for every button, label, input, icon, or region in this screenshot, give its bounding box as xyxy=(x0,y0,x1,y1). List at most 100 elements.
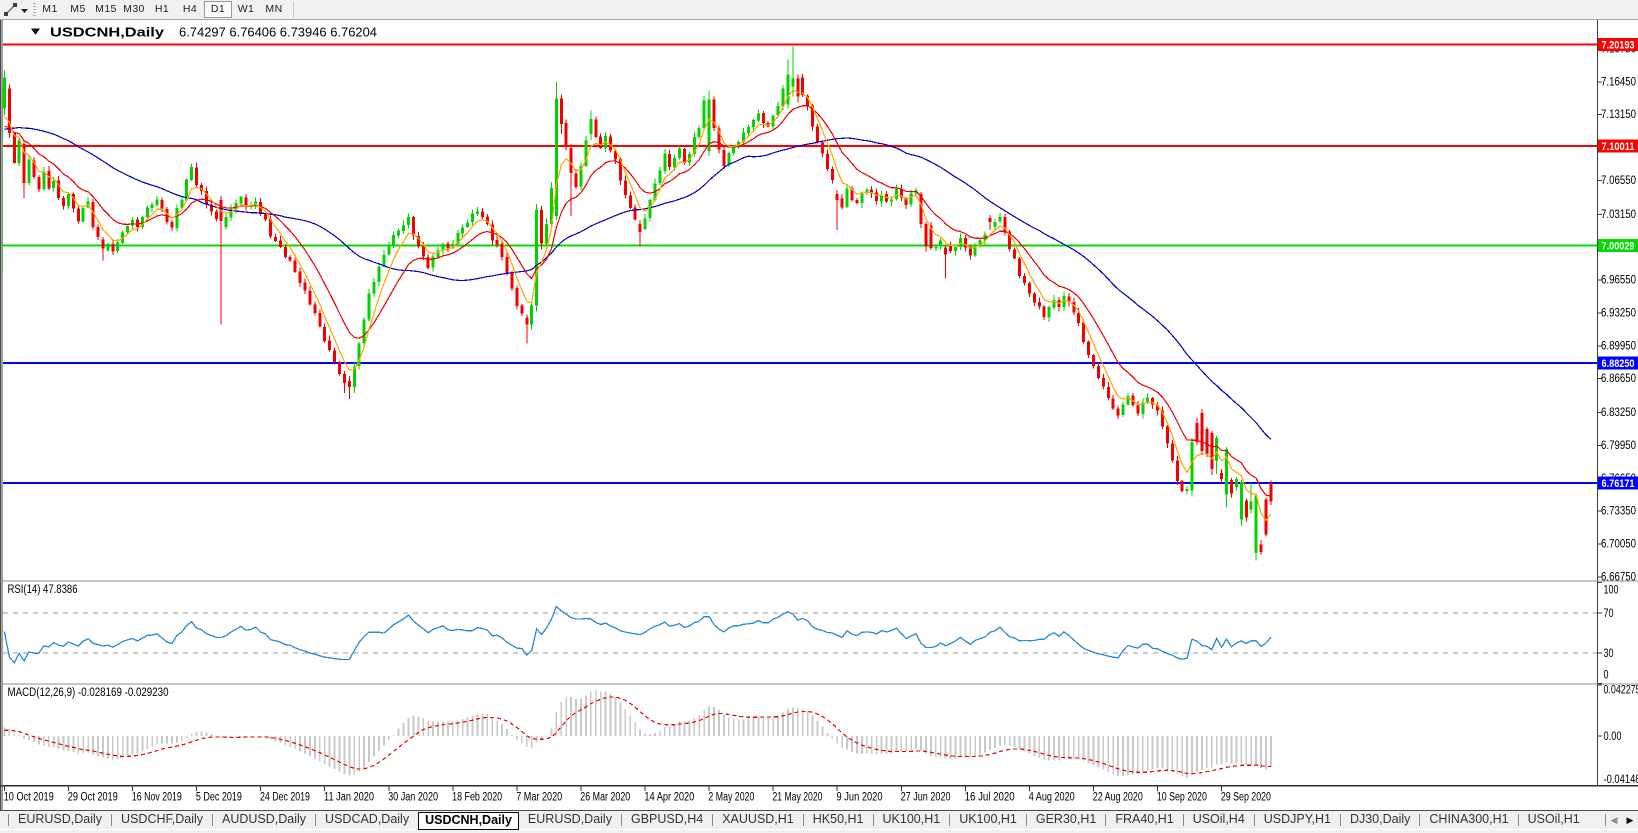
tab-usdcad-daily-3[interactable]: USDCAD,Daily xyxy=(325,812,410,826)
candle-body xyxy=(475,211,479,214)
candle-body xyxy=(638,223,642,232)
price-badge xyxy=(1598,356,1638,370)
tab-hk50-h1-8[interactable]: HK50,H1 xyxy=(812,812,864,826)
tab-uk100-h1-9[interactable]: UK100,H1 xyxy=(882,812,941,826)
candle-body xyxy=(1205,428,1209,454)
candle-body xyxy=(62,198,66,207)
candle-body xyxy=(57,180,61,198)
tab-fra40-h1-12[interactable]: FRA40,H1 xyxy=(1115,812,1174,826)
candle-body xyxy=(865,189,869,194)
candle-body xyxy=(91,201,95,227)
timeframe-buttons: M1 M5 M15 M30 H1 H4 D1 W1 MN xyxy=(36,1,288,18)
candle-body xyxy=(934,246,938,248)
tab-divider xyxy=(212,814,213,826)
candle-body xyxy=(180,199,184,209)
time-tick-label: 16 Nov 2019 xyxy=(132,792,182,804)
candle-body xyxy=(801,77,805,96)
candle-body xyxy=(1091,354,1095,367)
tabs: EURUSD,Daily USDCHF,Daily AUDUSD,Daily USDC… xyxy=(9,811,1589,830)
tab-audusd-daily-2[interactable]: AUDUSD,Daily xyxy=(222,812,307,826)
candle-body xyxy=(283,247,287,257)
timeframe-button-mn[interactable]: MN xyxy=(265,3,283,15)
tab-china300-h1-16[interactable]: CHINA300,H1 xyxy=(1429,812,1509,826)
candle-body xyxy=(273,236,277,241)
candle-body xyxy=(692,136,696,155)
candle-body xyxy=(214,211,218,220)
price-tick-label: 7.03150 xyxy=(1601,209,1636,221)
candle-body xyxy=(298,271,302,283)
candle-body xyxy=(1220,472,1224,479)
candle-body xyxy=(111,243,115,252)
tab-eurusd-daily-5[interactable]: EURUSD,Daily xyxy=(527,812,612,826)
tab-usdchf-daily-1[interactable]: USDCHF,Daily xyxy=(121,812,203,826)
price-badge-label: 6.88250 xyxy=(1602,358,1635,370)
candle-body xyxy=(978,240,982,246)
candle-body xyxy=(436,250,440,257)
candle-body xyxy=(347,381,351,388)
macd-label: MACD(12,26,9) -0.028169 -0.029230 xyxy=(8,687,169,699)
candle-body xyxy=(200,184,204,192)
price-badge-label: 7.10011 xyxy=(1602,141,1635,153)
candle-body xyxy=(1087,341,1091,356)
timeframe-button-m30[interactable]: M30 xyxy=(123,3,145,15)
price-badge xyxy=(1598,139,1638,153)
tab-eurusd-daily-0[interactable]: EURUSD,Daily xyxy=(18,812,103,826)
tab-xauusd-h1-7[interactable]: XAUUSD,H1 xyxy=(722,812,794,826)
timeframe-button-h1[interactable]: H1 xyxy=(154,3,170,15)
macd-hist-group xyxy=(3,690,1272,778)
tab-dj30-daily-15[interactable]: DJ30,Daily xyxy=(1349,812,1411,826)
candle-body xyxy=(411,217,415,236)
tab-ger30-h1-11[interactable]: GER30,H1 xyxy=(1035,812,1097,826)
rsi-curve-group xyxy=(3,605,1272,664)
chart-tab-bar: EURUSD,Daily USDCHF,Daily AUDUSD,Daily USDC… xyxy=(0,810,1638,830)
candle-body xyxy=(1067,296,1071,302)
tab-scroll-right-button[interactable]: ▶ xyxy=(1622,811,1638,829)
tab-usdcnh-daily-4[interactable]: USDCNH,Daily xyxy=(418,811,519,830)
candle-body xyxy=(589,119,593,135)
toolbar-grip[interactable] xyxy=(33,2,36,17)
timeframe-button-w1[interactable]: W1 xyxy=(237,3,255,15)
chart-title-ohlc: 6.74297 6.76406 6.73946 6.76204 xyxy=(179,26,377,40)
candle-body xyxy=(594,119,598,137)
timeframe-button-h4[interactable]: H4 xyxy=(182,3,198,15)
candle-body xyxy=(1175,460,1179,482)
candle-body xyxy=(687,153,691,163)
candle-body xyxy=(875,192,879,202)
chart-menu-arrow-icon[interactable] xyxy=(31,28,40,36)
tab-scroll-buttons: ◀ ▶ xyxy=(1605,811,1638,829)
tab-gbpusd-h4-6[interactable]: GBPUSD,H4 xyxy=(630,812,704,826)
candle-body xyxy=(727,152,731,166)
price-axis[interactable]: 7.197507.164507.131507.098507.065507.031… xyxy=(1597,44,1637,584)
candle-body xyxy=(855,200,859,204)
timeframe-button-m1[interactable]: M1 xyxy=(42,3,58,15)
chevron-down-icon xyxy=(21,8,28,13)
tab-usoil-h1-17[interactable]: USOil,H1 xyxy=(1527,812,1580,826)
candle-body xyxy=(32,160,36,178)
tab-usdjpy-h1-14[interactable]: USDJPY,H1 xyxy=(1263,812,1331,826)
candle-body xyxy=(820,142,824,154)
candle-body xyxy=(387,246,391,255)
tab-divider xyxy=(1182,814,1184,826)
time-axis[interactable]: 10 Oct 2019 29 Oct 2019 16 Nov 2019 5 Dec 2… xyxy=(4,786,1271,804)
candle-body xyxy=(288,256,292,261)
line-studies-tool[interactable] xyxy=(2,1,30,19)
toolbar-separator xyxy=(293,1,294,18)
candle-body xyxy=(313,304,317,314)
candle-body xyxy=(584,140,588,166)
candle-body xyxy=(461,227,465,234)
candle-body xyxy=(860,192,864,204)
timeframe-button-m15[interactable]: M15 xyxy=(95,3,117,15)
candle-body xyxy=(1077,312,1081,323)
tab-divider xyxy=(872,814,874,826)
tab-uk100-h1-10[interactable]: UK100,H1 xyxy=(959,812,1017,826)
price-tick-label: 7.16450 xyxy=(1601,76,1636,88)
candle-body xyxy=(204,190,208,205)
tab-usoil-h4-13[interactable]: USOil,H4 xyxy=(1192,812,1245,826)
candle-body xyxy=(1003,217,1007,233)
tab-scroll-left-button[interactable]: ◀ xyxy=(1606,811,1622,829)
candle-body xyxy=(382,254,386,267)
candle-body xyxy=(806,95,810,106)
timeframe-button-d1[interactable]: D1 xyxy=(204,1,232,18)
timeframe-button-m5[interactable]: M5 xyxy=(70,3,86,15)
candle-body xyxy=(751,120,755,128)
